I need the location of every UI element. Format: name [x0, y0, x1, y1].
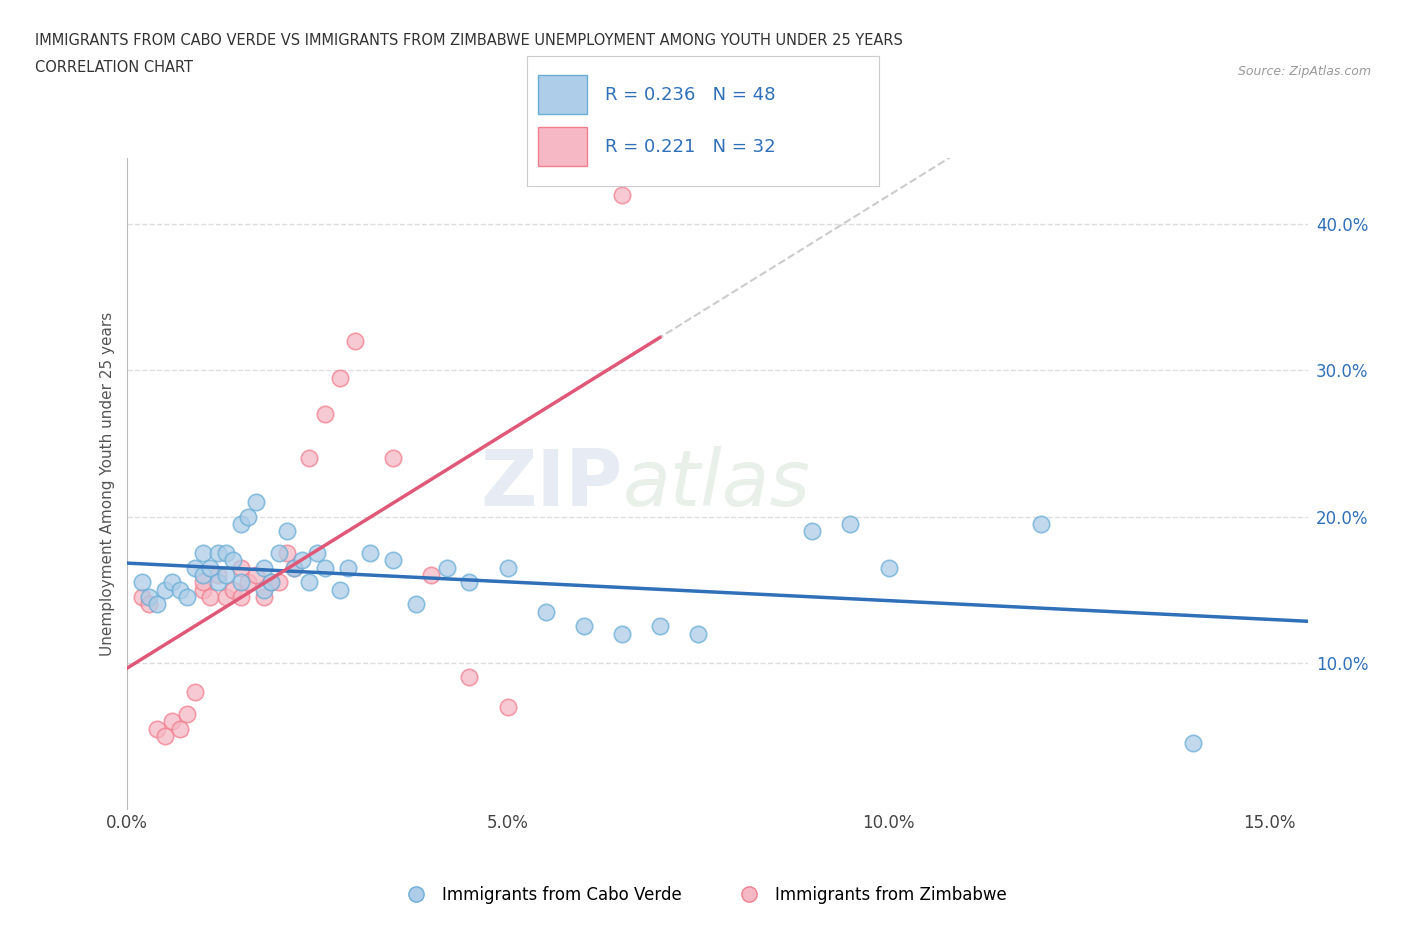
Point: [222, 553, 245, 568]
Point: [200, 590, 222, 604]
Point: [648, 618, 671, 633]
Point: [276, 546, 298, 561]
Point: [253, 590, 276, 604]
Point: [458, 670, 481, 684]
Point: [245, 495, 267, 510]
Point: [214, 567, 236, 582]
Point: [291, 553, 314, 568]
Point: [176, 590, 198, 604]
Point: [229, 575, 252, 590]
Point: [283, 560, 305, 575]
Point: [207, 546, 229, 561]
Point: [298, 450, 321, 465]
Point: [329, 370, 352, 385]
Point: [146, 721, 169, 736]
Point: [214, 546, 236, 561]
Point: [169, 582, 191, 597]
Point: [176, 707, 198, 722]
Point: [436, 560, 458, 575]
Point: [1029, 516, 1052, 531]
Point: [238, 575, 260, 590]
Point: [245, 567, 267, 582]
Point: [200, 560, 222, 575]
Bar: [537, 75, 588, 114]
Point: [283, 560, 305, 575]
Point: [146, 597, 169, 612]
Point: [214, 590, 236, 604]
Point: [839, 516, 862, 531]
Point: [305, 546, 328, 561]
Point: [314, 406, 336, 421]
Point: [138, 597, 160, 612]
Y-axis label: Unemployment Among Youth under 25 years: Unemployment Among Youth under 25 years: [100, 312, 115, 656]
Point: [191, 546, 214, 561]
Text: atlas: atlas: [623, 445, 810, 522]
Point: [260, 575, 283, 590]
Bar: [537, 127, 588, 166]
Point: [229, 516, 252, 531]
Point: [169, 721, 191, 736]
Point: [877, 560, 900, 575]
Point: [260, 575, 283, 590]
Point: [458, 575, 481, 590]
Point: [1182, 736, 1205, 751]
Point: [336, 560, 359, 575]
Legend: Immigrants from Cabo Verde, Immigrants from Zimbabwe: Immigrants from Cabo Verde, Immigrants f…: [392, 879, 1014, 910]
Text: R = 0.221   N = 32: R = 0.221 N = 32: [605, 138, 775, 156]
Point: [801, 524, 824, 538]
Text: IMMIGRANTS FROM CABO VERDE VS IMMIGRANTS FROM ZIMBABWE UNEMPLOYMENT AMONG YOUTH : IMMIGRANTS FROM CABO VERDE VS IMMIGRANTS…: [35, 33, 903, 47]
Point: [191, 582, 214, 597]
Point: [298, 575, 321, 590]
Point: [314, 560, 336, 575]
Point: [382, 450, 405, 465]
Point: [405, 597, 427, 612]
Point: [153, 582, 176, 597]
Point: [267, 575, 290, 590]
Text: Source: ZipAtlas.com: Source: ZipAtlas.com: [1237, 65, 1371, 78]
Point: [496, 560, 519, 575]
Point: [131, 590, 153, 604]
Point: [138, 590, 160, 604]
Point: [229, 590, 252, 604]
Point: [329, 582, 352, 597]
Point: [253, 582, 276, 597]
Point: [229, 560, 252, 575]
Point: [222, 582, 245, 597]
Point: [382, 553, 405, 568]
Point: [610, 187, 633, 202]
Point: [496, 699, 519, 714]
Text: R = 0.236   N = 48: R = 0.236 N = 48: [605, 86, 775, 104]
Point: [162, 575, 184, 590]
Point: [184, 560, 207, 575]
Point: [184, 684, 207, 699]
Point: [207, 567, 229, 582]
Point: [131, 575, 153, 590]
Point: [238, 509, 260, 524]
Point: [534, 604, 557, 619]
Point: [420, 567, 443, 582]
Point: [153, 728, 176, 743]
Point: [191, 575, 214, 590]
Point: [359, 546, 381, 561]
Point: [276, 524, 298, 538]
Point: [162, 714, 184, 729]
Point: [610, 626, 633, 641]
Point: [344, 334, 367, 349]
Point: [267, 546, 290, 561]
Point: [191, 567, 214, 582]
Point: [207, 575, 229, 590]
Point: [253, 560, 276, 575]
Text: ZIP: ZIP: [481, 445, 623, 522]
Point: [572, 618, 595, 633]
Point: [686, 626, 709, 641]
Text: CORRELATION CHART: CORRELATION CHART: [35, 60, 193, 75]
